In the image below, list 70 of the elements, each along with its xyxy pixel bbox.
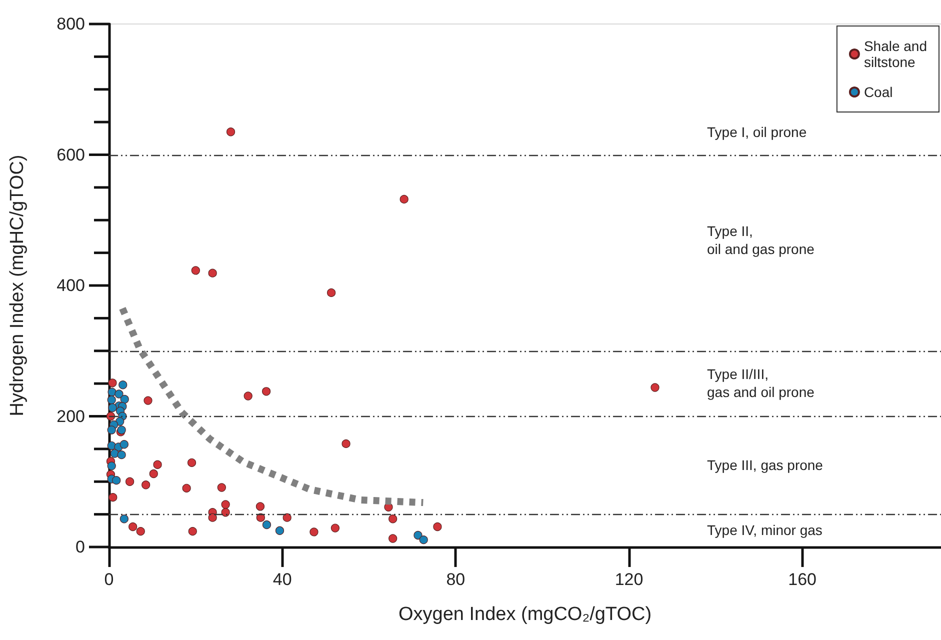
point [221,500,230,509]
x-tick-label: 80 [446,570,466,589]
point [120,514,128,524]
x-tick-label: 120 [614,570,644,589]
point [120,440,128,449]
point [110,449,119,458]
point [120,394,129,404]
point [208,513,217,522]
x-tick-label: 40 [272,570,292,589]
point [128,522,138,532]
point [414,530,422,540]
point [112,476,121,485]
point [108,378,117,388]
point [126,477,134,486]
point [208,268,217,278]
point [108,403,117,412]
point [107,396,116,404]
point [108,493,118,502]
point [149,469,158,478]
point [400,194,408,204]
y-tick-label: 800 [56,14,85,34]
point [650,383,660,392]
y-tick-label: 0 [76,538,85,556]
point [342,439,350,448]
point [107,462,116,470]
annotation: Type II/III, gas and oil prone [707,366,815,400]
point [388,534,398,543]
annotation: Type III, gas prone [707,457,824,473]
x-tick-label: 0 [104,570,114,589]
point [188,527,197,536]
point [187,458,196,467]
point [153,460,162,469]
legend-label: Coal [864,84,893,100]
y-axis-title: Hydrogen Index (mgHC/gTOC) [7,154,28,416]
point [107,441,116,450]
x-tick-label: 160 [788,570,817,589]
point [182,484,191,492]
point [108,388,116,396]
point [107,426,116,434]
legend-label: Shale and siltstone [864,38,928,70]
point [114,390,124,398]
y-tick-label: 400 [56,276,85,295]
y-tick-label: 200 [56,406,85,426]
point [282,513,292,522]
point [221,508,230,517]
point [327,288,336,297]
point [142,480,150,490]
point [262,387,271,396]
annotation: Type I, oil prone [707,124,807,140]
point [275,526,284,535]
point [191,266,200,275]
point [117,450,126,460]
point [116,417,124,426]
point [262,520,272,530]
y-tick-label: 600 [56,145,85,164]
point [419,536,428,544]
point [388,514,398,524]
point [256,502,265,511]
point [330,524,340,532]
point [118,380,128,390]
point [226,128,236,136]
point [217,483,226,492]
point [144,396,152,405]
point [244,392,252,400]
annotation: Type II, oil and gas prone [707,223,815,257]
point [433,522,442,532]
point [310,528,318,536]
annotation: Type IV, minor gas [707,522,822,538]
point [136,527,145,536]
x-axis-title: Oxygen Index (mgCO₂/gTOC) [398,604,652,625]
